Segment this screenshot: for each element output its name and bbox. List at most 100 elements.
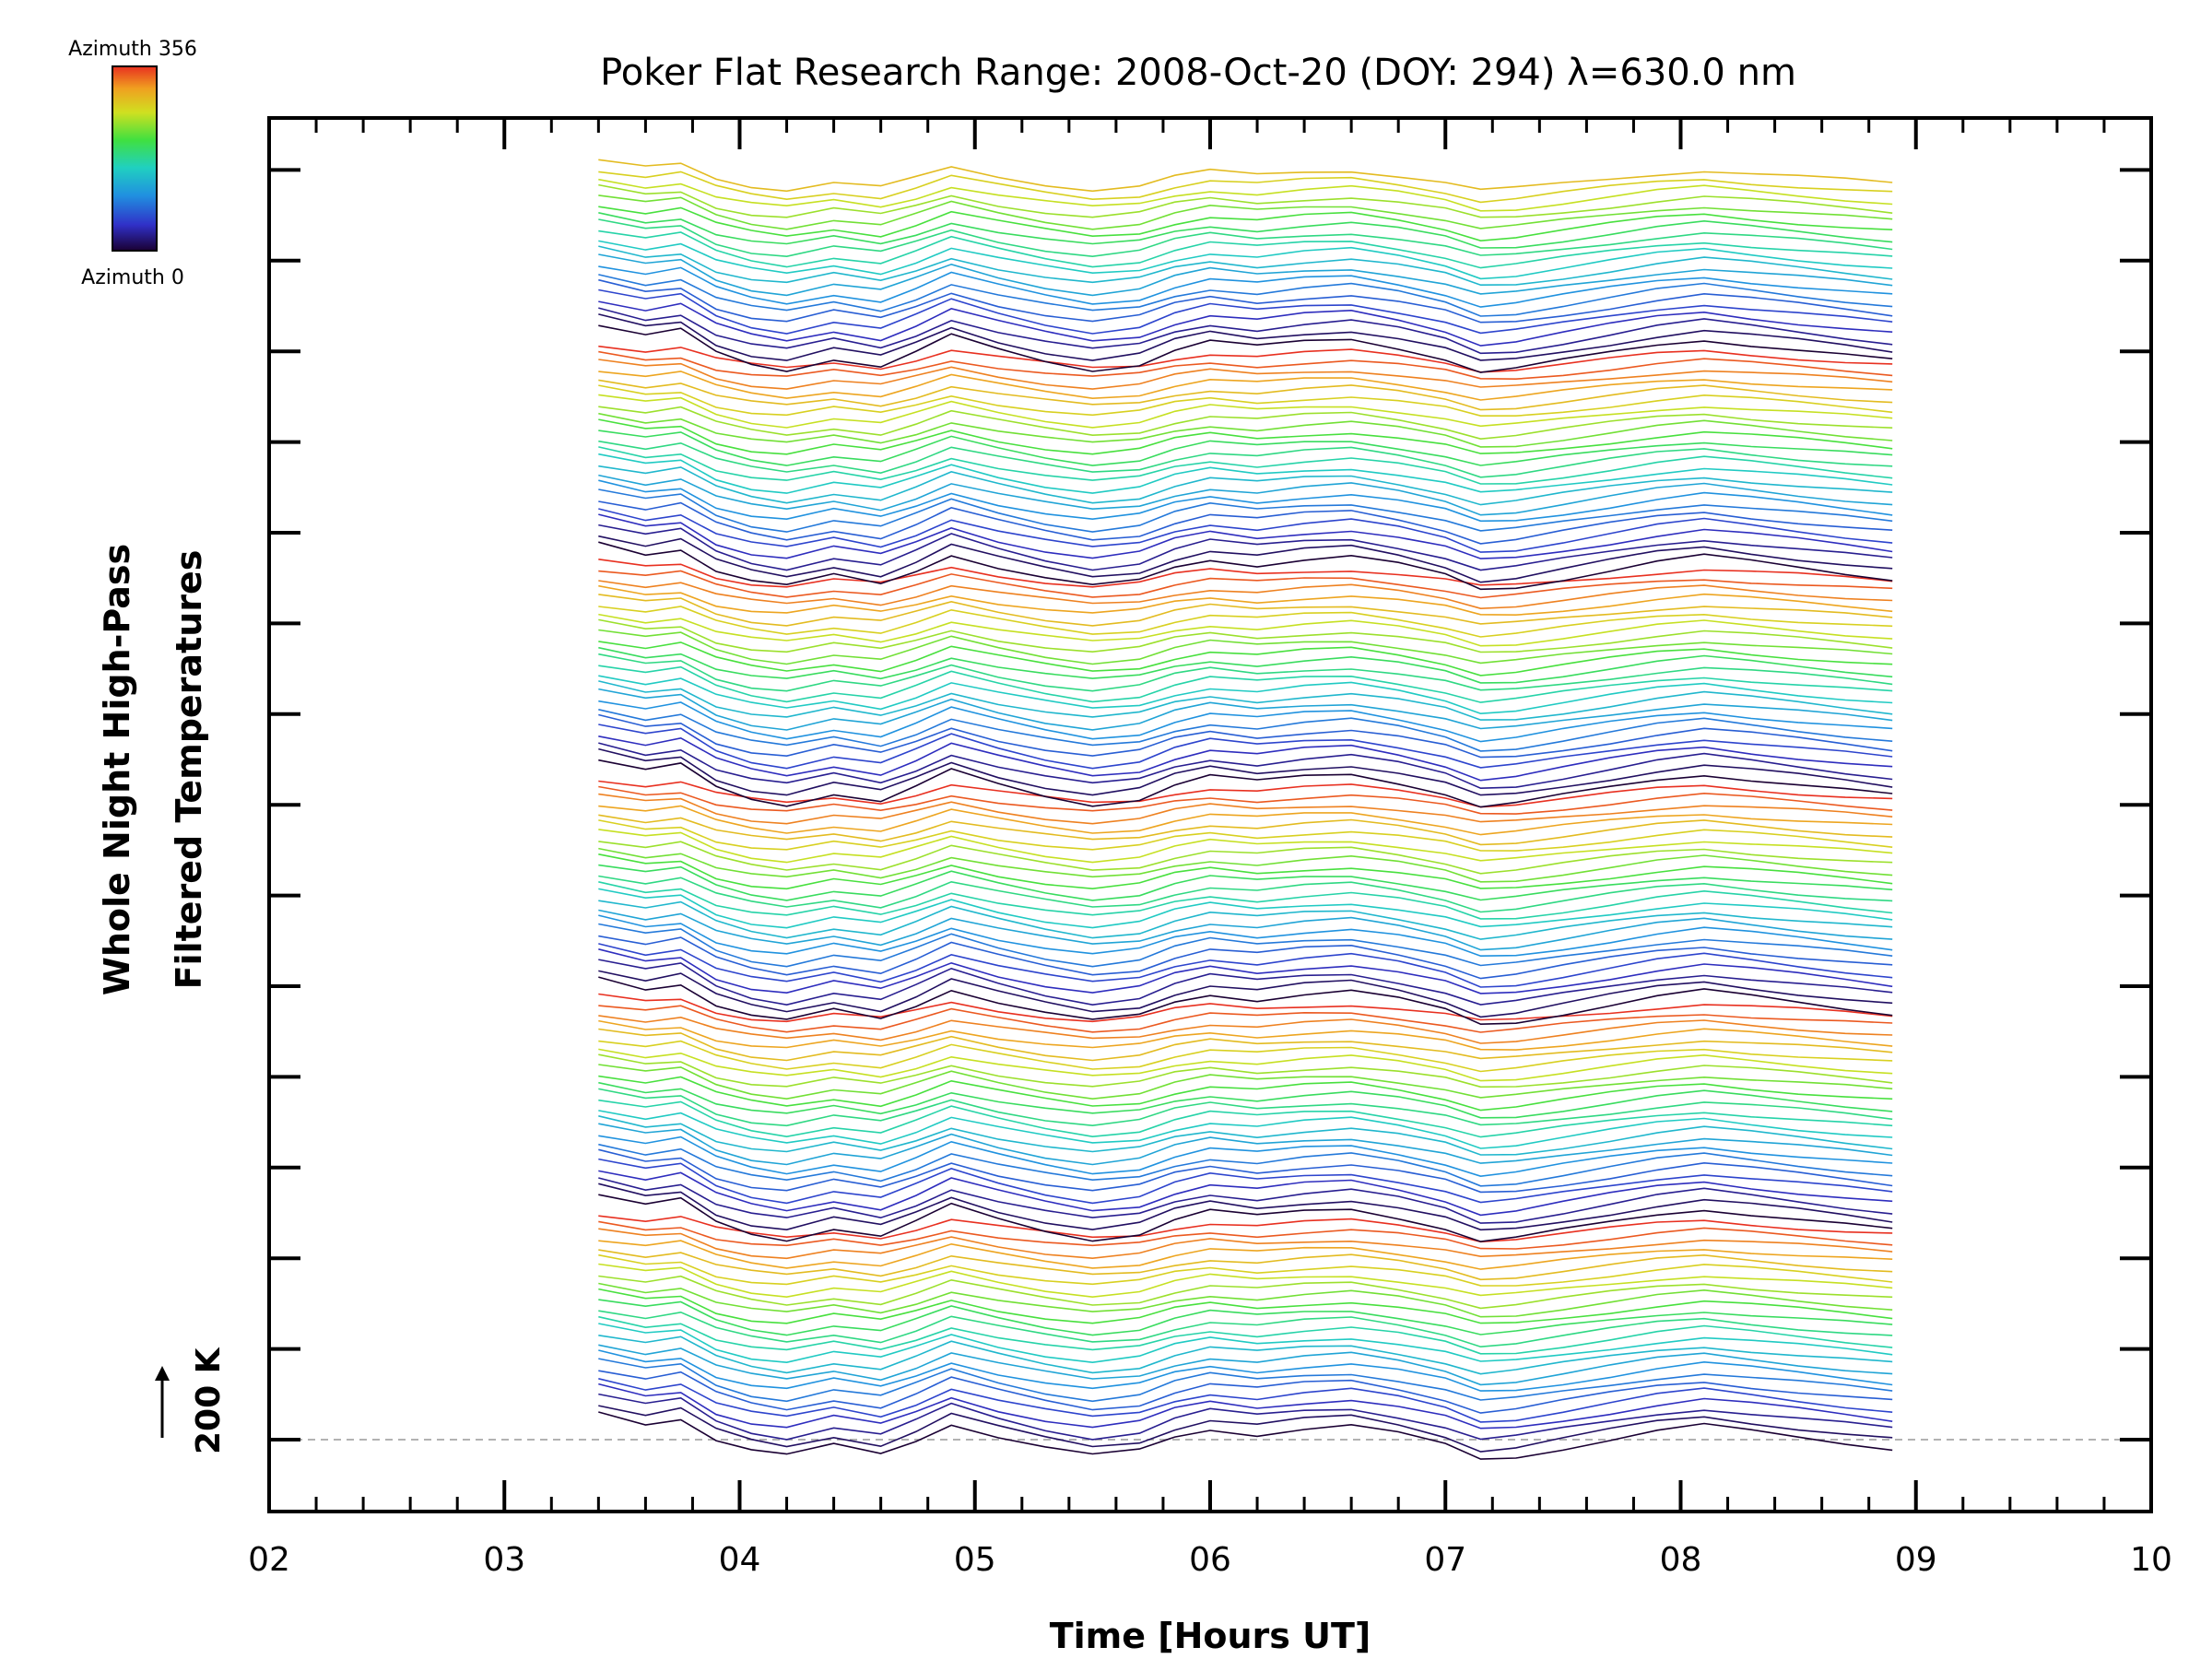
scale-arrow-head <box>155 1366 170 1381</box>
colorbar-bottom-label: Azimuth 0 <box>81 266 184 289</box>
series-line <box>598 171 1893 204</box>
series-line <box>598 559 1893 588</box>
series-line <box>598 384 1893 418</box>
series-line <box>598 785 1893 815</box>
series-line <box>598 1182 1893 1231</box>
series-line <box>598 1064 1893 1100</box>
series-line <box>598 535 1893 583</box>
series-line <box>598 1075 1893 1112</box>
y-axis-label-line2: Filtered Temperatures <box>169 550 209 990</box>
plot-frame <box>267 116 2153 1513</box>
series-line <box>598 379 1893 411</box>
series-line <box>598 1253 1893 1287</box>
series-line <box>598 780 1893 808</box>
series-line <box>598 274 1893 317</box>
series-line <box>598 1177 1893 1224</box>
series-line <box>598 819 1893 852</box>
series-line <box>598 584 1893 617</box>
series-line <box>598 805 1893 836</box>
series-line <box>598 541 1893 591</box>
series-line <box>598 759 1893 808</box>
series-line <box>598 875 1893 913</box>
x-tick-label: 07 <box>1424 1541 1466 1579</box>
series-line <box>598 665 1893 703</box>
series-line <box>598 440 1893 478</box>
y-axis-label-line1: Whole Night High-Pass <box>97 544 137 995</box>
series-line <box>598 1053 1893 1088</box>
series-line <box>598 1215 1893 1243</box>
colorbar <box>112 65 158 252</box>
series-line <box>598 359 1893 390</box>
series-line <box>598 1081 1893 1119</box>
series-line <box>598 278 1893 324</box>
series-line <box>598 713 1893 759</box>
series-line <box>598 1115 1893 1156</box>
series-line <box>598 594 1893 627</box>
x-tick-label: 08 <box>1660 1541 1702 1579</box>
series-line <box>598 959 1893 1006</box>
series-line <box>598 888 1893 929</box>
series-line <box>598 948 1893 994</box>
series-line <box>598 1382 1893 1430</box>
series-line <box>598 1228 1893 1260</box>
series-line <box>598 613 1893 647</box>
series-line <box>598 229 1893 269</box>
series-line <box>598 570 1893 599</box>
chart-title: Poker Flat Research Range: 2008-Oct-20 (… <box>600 52 1796 94</box>
series-line <box>598 653 1893 692</box>
series-line <box>598 1378 1893 1423</box>
series-line <box>598 680 1893 721</box>
series-line <box>598 1148 1893 1194</box>
x-tick-label: 05 <box>954 1541 996 1579</box>
series-line <box>598 688 1893 731</box>
series-line <box>598 747 1893 796</box>
series-line <box>598 1170 1893 1217</box>
series-line <box>598 709 1893 752</box>
series-line <box>598 178 1893 212</box>
series-line <box>598 446 1893 485</box>
series-line <box>598 1135 1893 1178</box>
series-line <box>598 240 1893 280</box>
series-line <box>598 1240 1893 1270</box>
series-line <box>598 914 1893 958</box>
x-tick-labels: 02 03 04 05 06 07 08 09 10 <box>248 1541 2172 1579</box>
series-line <box>598 418 1893 455</box>
series-line <box>598 853 1893 890</box>
series-line <box>598 265 1893 308</box>
series-line <box>598 742 1893 790</box>
series-line <box>598 465 1893 506</box>
series-line <box>598 1263 1893 1299</box>
series-line <box>598 245 1893 287</box>
series-line <box>598 993 1893 1023</box>
series-line <box>598 288 1893 335</box>
tick-group <box>267 118 2153 1512</box>
series-line <box>598 253 1893 297</box>
x-tick-label: 06 <box>1189 1541 1231 1579</box>
series-line <box>598 618 1893 653</box>
series-line <box>598 183 1893 218</box>
series-line <box>598 970 1893 1018</box>
series-line <box>598 1040 1893 1073</box>
series-line <box>598 900 1893 940</box>
series-line <box>598 935 1893 980</box>
series-line <box>598 646 1893 684</box>
x-tick-label: 09 <box>1895 1541 1937 1579</box>
series-line <box>598 1288 1893 1324</box>
series-line <box>598 350 1893 381</box>
series-line <box>598 881 1893 920</box>
series-line <box>598 1344 1893 1386</box>
series-line <box>598 943 1893 988</box>
series-line <box>598 218 1893 258</box>
series-line <box>598 923 1893 968</box>
series-line <box>598 629 1893 665</box>
series-line <box>598 159 1893 193</box>
series-line <box>598 194 1893 230</box>
series-line <box>598 406 1893 441</box>
series-line <box>598 1299 1893 1336</box>
series-line <box>598 1323 1893 1364</box>
x-tick-label: 04 <box>719 1541 761 1579</box>
series-line <box>598 206 1893 242</box>
series-line <box>598 488 1893 533</box>
series-line <box>598 1143 1893 1187</box>
